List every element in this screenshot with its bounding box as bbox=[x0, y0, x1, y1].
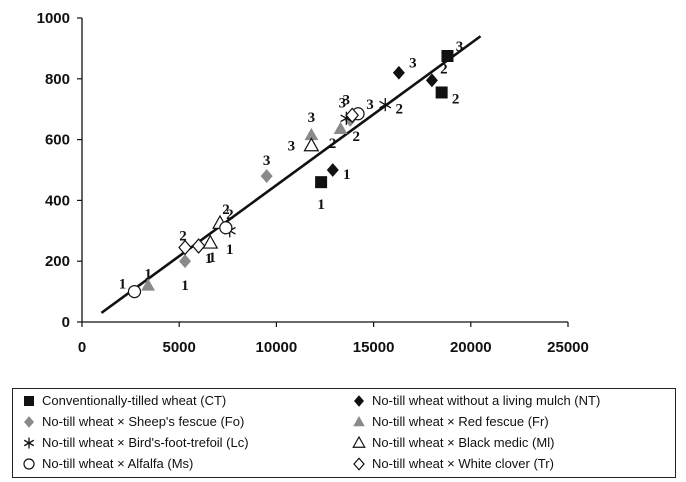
point-label: 2 bbox=[353, 129, 361, 145]
legend-item: No-till wheat × Alfalfa (Ms) bbox=[21, 456, 193, 471]
data-point-s5-p0 bbox=[202, 234, 219, 249]
legend: Conventionally-tilled wheat (CT) No-till … bbox=[12, 388, 676, 478]
legend-marker-icon bbox=[23, 457, 35, 470]
legend-marker-icon bbox=[24, 415, 34, 428]
legend-label: No-till wheat × White clover (Tr) bbox=[372, 456, 554, 471]
point-label: 3 bbox=[288, 139, 296, 155]
legend-marker bbox=[353, 456, 365, 471]
y-tick-label: 600 bbox=[45, 132, 70, 149]
legend-item: No-till wheat × White clover (Tr) bbox=[351, 456, 554, 471]
data-points bbox=[127, 50, 454, 299]
legend-item: No-till wheat × Red fescue (Fr) bbox=[351, 414, 549, 429]
point-label: 1 bbox=[181, 278, 189, 294]
data-point-s6-p0 bbox=[127, 285, 142, 299]
y-tick-label: 200 bbox=[45, 253, 70, 270]
x-tick-label: 5000 bbox=[163, 339, 196, 356]
x-tick-label: 10000 bbox=[256, 339, 298, 356]
legend-marker bbox=[23, 457, 35, 470]
legend-item: No-till wheat × Black medic (Ml) bbox=[351, 435, 554, 450]
data-point-s5-p2 bbox=[303, 137, 320, 152]
legend-label: No-till wheat without a living mulch (NT… bbox=[372, 393, 601, 408]
data-point-s4-p1 bbox=[379, 98, 392, 112]
point-label: 2 bbox=[226, 207, 234, 223]
legend-label: No-till wheat × Black medic (Ml) bbox=[372, 435, 555, 450]
legend-label: No-till wheat × Red fescue (Fr) bbox=[372, 414, 549, 429]
point-label: 2 bbox=[329, 136, 337, 152]
trendline bbox=[100, 35, 482, 314]
y-tick-label: 1000 bbox=[37, 10, 70, 27]
data-point-s0-p0 bbox=[315, 176, 328, 189]
legend-marker-icon bbox=[352, 435, 366, 448]
data-point-s0-p1 bbox=[435, 86, 448, 99]
legend-item: No-till wheat without a living mulch (NT… bbox=[351, 393, 600, 408]
x-tick-label: 20000 bbox=[450, 339, 492, 356]
data-point-s7-p1 bbox=[178, 239, 192, 256]
y-tick-label: 0 bbox=[62, 314, 70, 331]
data-point-s1-p2 bbox=[392, 65, 405, 80]
point-label: 3 bbox=[456, 39, 464, 55]
x-tick-label: 0 bbox=[78, 339, 86, 356]
point-label: 1 bbox=[317, 197, 325, 213]
legend-item: No-till wheat × Sheep's fescue (Fo) bbox=[21, 414, 244, 429]
legend-marker-icon bbox=[353, 456, 365, 471]
data-point-s3-p2 bbox=[304, 127, 319, 141]
trendline-line bbox=[100, 35, 482, 314]
point-label: 1 bbox=[144, 267, 152, 283]
legend-label: No-till wheat × Alfalfa (Ms) bbox=[42, 456, 194, 471]
data-point-s6-p1 bbox=[219, 221, 233, 235]
point-label: 3 bbox=[263, 153, 271, 169]
data-point-s3-p1 bbox=[333, 121, 348, 135]
point-label: 3 bbox=[366, 97, 374, 113]
point-label: 2 bbox=[396, 102, 404, 118]
legend-marker bbox=[24, 415, 34, 428]
legend-marker-icon bbox=[354, 394, 364, 407]
data-point-s7-p2 bbox=[345, 107, 360, 124]
legend-marker bbox=[352, 435, 366, 448]
point-label: 1 bbox=[226, 242, 234, 258]
legend-marker-icon bbox=[353, 415, 365, 426]
data-point-s1-p0 bbox=[326, 163, 339, 177]
data-point-s2-p0 bbox=[179, 254, 192, 269]
legend-marker bbox=[24, 395, 34, 406]
x-tick-label: 15000 bbox=[353, 339, 395, 356]
point-label: 2 bbox=[222, 202, 230, 218]
y-tick-label: 800 bbox=[45, 71, 70, 88]
legend-item: No-till wheat × Bird's-foot-trefoil (Lc) bbox=[21, 435, 249, 450]
point-label: 1 bbox=[205, 251, 213, 267]
data-point-s3-p0 bbox=[141, 278, 155, 291]
point-label: 3 bbox=[339, 95, 347, 111]
point-label: 3 bbox=[409, 56, 417, 72]
point-label: 3 bbox=[308, 110, 316, 126]
legend-label: Conventionally-tilled wheat (CT) bbox=[42, 393, 227, 408]
legend-label: No-till wheat × Sheep's fescue (Fo) bbox=[42, 414, 245, 429]
data-point-s2-p2 bbox=[260, 169, 273, 183]
x-tick-label: 25000 bbox=[547, 339, 589, 356]
data-point-s7-p0 bbox=[191, 238, 206, 254]
point-label: 2 bbox=[440, 61, 448, 77]
point-label: 1 bbox=[119, 277, 127, 293]
y-tick-label: 400 bbox=[45, 192, 70, 209]
data-point-s1-p1 bbox=[425, 73, 438, 88]
point-label: 2 bbox=[179, 229, 187, 245]
legend-marker bbox=[354, 394, 364, 407]
legend-label: No-till wheat × Bird's-foot-trefoil (Lc) bbox=[42, 435, 249, 450]
point-label: 2 bbox=[452, 91, 460, 107]
point-label: 1 bbox=[343, 167, 351, 183]
data-point-s0-p2 bbox=[441, 50, 454, 62]
point-label: 1 bbox=[209, 250, 217, 266]
legend-marker bbox=[23, 437, 35, 448]
legend-marker bbox=[353, 415, 365, 426]
legend-marker-icon bbox=[24, 395, 34, 406]
point-label: 3 bbox=[342, 92, 350, 108]
legend-marker-icon bbox=[23, 437, 35, 448]
legend-item: Conventionally-tilled wheat (CT) bbox=[21, 393, 226, 408]
